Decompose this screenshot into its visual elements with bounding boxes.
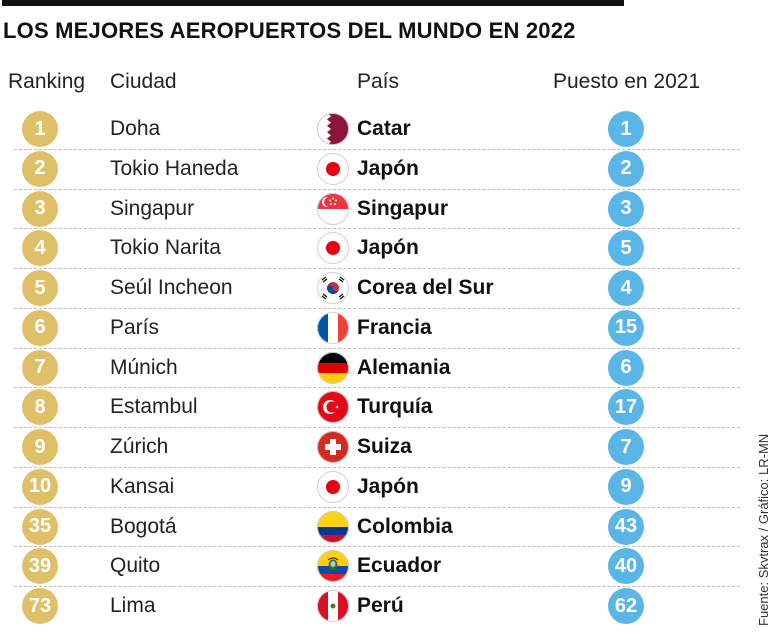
city-label: Seúl Incheon — [110, 276, 233, 299]
prev-rank-badge: 9 — [608, 468, 644, 505]
city-label: Zúrich — [110, 435, 169, 458]
city-label: Doha — [110, 117, 161, 140]
table-row: 9 Zúrich Suiza 7 — [0, 428, 740, 468]
table-row: 2 Tokio Haneda Japón 2 — [0, 150, 740, 190]
rank-badge: 3 — [22, 190, 58, 227]
rank-badge: 5 — [22, 270, 58, 306]
country-label: Suiza — [357, 435, 412, 458]
qatar-flag-icon — [317, 113, 349, 145]
prev-rank-badge: 6 — [608, 349, 644, 386]
header-puesto-2021: Puesto en 2021 — [553, 70, 701, 93]
prev-rank-badge: 1 — [608, 111, 644, 147]
row-divider — [14, 506, 740, 508]
country-label: Singapur — [357, 196, 449, 220]
table-row: 35 Bogotá Colombia 43 — [0, 508, 740, 548]
country-label: Corea del Sur — [357, 276, 494, 299]
row-divider — [14, 307, 740, 309]
japan-flag-icon — [317, 152, 349, 185]
prev-rank-badge: 7 — [608, 429, 644, 465]
country-label: Japón — [357, 236, 419, 260]
top-rule — [2, 0, 624, 6]
city-label: Tokio Narita — [110, 236, 221, 260]
row-divider — [14, 188, 740, 190]
row-divider — [14, 466, 740, 468]
source-note: Fuente: Skytrax / Gráfico: LR-MN — [756, 433, 768, 626]
city-label: Estambul — [110, 395, 198, 419]
prev-rank-badge: 17 — [608, 389, 644, 426]
row-divider — [14, 268, 740, 269]
table-row: 6 París Francia 15 — [0, 309, 740, 349]
rank-badge: 2 — [22, 150, 58, 187]
country-label: Francia — [357, 315, 432, 339]
prev-rank-badge: 43 — [608, 508, 644, 545]
country-label: Alemania — [357, 355, 451, 379]
rank-badge: 7 — [22, 349, 58, 386]
row-divider — [14, 387, 740, 389]
city-label: Lima — [110, 594, 156, 617]
prev-rank-badge: 4 — [608, 270, 644, 306]
germany-flag-icon — [317, 351, 349, 384]
rank-badge: 10 — [22, 468, 58, 505]
peru-flag-icon — [317, 590, 349, 622]
header-ciudad: Ciudad — [110, 70, 177, 93]
table-row: 5 Seúl Incheon Corea del Sur 4 — [0, 269, 740, 309]
row-divider — [14, 586, 740, 587]
row-divider — [14, 148, 740, 150]
rank-badge: 4 — [22, 230, 58, 267]
rank-badge: 35 — [22, 508, 58, 545]
rank-badge: 39 — [22, 548, 58, 585]
country-label: Ecuador — [357, 554, 442, 578]
rank-badge: 1 — [22, 111, 58, 147]
table-row: 39 Quito Ecuador 40 — [0, 547, 740, 587]
turkey-flag-icon — [317, 391, 349, 424]
prev-rank-badge: 2 — [608, 150, 644, 187]
rank-badge: 8 — [22, 389, 58, 426]
table-row: 73 Lima Perú 62 — [0, 587, 740, 627]
rank-badge: 9 — [22, 429, 58, 465]
chart-title: LOS MEJORES AEROPUERTOS DEL MUNDO EN 202… — [3, 18, 576, 43]
france-flag-icon — [317, 311, 349, 344]
city-label: Singapur — [110, 196, 195, 220]
prev-rank-badge: 15 — [608, 309, 644, 346]
row-divider — [14, 427, 740, 428]
south-korea-flag-icon — [317, 272, 349, 304]
prev-rank-badge: 62 — [608, 588, 644, 624]
table-row: 10 Kansai Japón 9 — [0, 468, 740, 508]
country-label: Catar — [357, 117, 411, 140]
rank-badge: 6 — [22, 309, 58, 346]
japan-flag-icon — [317, 232, 349, 265]
table-row: 3 Singapur Singapur 3 — [0, 190, 740, 230]
switzerland-flag-icon — [317, 431, 349, 463]
country-label: Perú — [357, 594, 404, 617]
colombia-flag-icon — [317, 510, 349, 543]
country-label: Colombia — [357, 514, 453, 538]
singapore-flag-icon — [317, 192, 349, 225]
prev-rank-badge: 40 — [608, 548, 644, 585]
country-label: Japón — [357, 474, 419, 498]
city-label: Bogotá — [110, 514, 177, 538]
japan-flag-icon — [317, 470, 349, 503]
header-ranking: Ranking — [8, 70, 86, 93]
ranking-table: 1 Doha Catar 1 2 Tokio Haneda Japón 2 3 Singapur S… — [0, 110, 740, 627]
header-pais: País — [357, 70, 400, 93]
city-label: Tokio Haneda — [110, 156, 239, 180]
row-divider — [14, 347, 740, 349]
country-label: Turquía — [357, 395, 433, 419]
country-label: Japón — [357, 156, 419, 180]
table-row: 7 Múnich Alemania 6 — [0, 349, 740, 389]
table-row: 8 Estambul Turquía 17 — [0, 388, 740, 428]
city-label: Kansai — [110, 474, 175, 498]
table-row: 1 Doha Catar 1 — [0, 110, 740, 150]
row-divider — [14, 228, 740, 230]
city-label: Quito — [110, 554, 161, 578]
row-divider — [14, 546, 740, 548]
prev-rank-badge: 3 — [608, 190, 644, 227]
ecuador-flag-icon — [317, 550, 349, 583]
prev-rank-badge: 5 — [608, 230, 644, 267]
city-label: Múnich — [110, 355, 178, 379]
rank-badge: 73 — [22, 588, 58, 624]
table-row: 4 Tokio Narita Japón 5 — [0, 229, 740, 269]
city-label: París — [110, 315, 160, 339]
